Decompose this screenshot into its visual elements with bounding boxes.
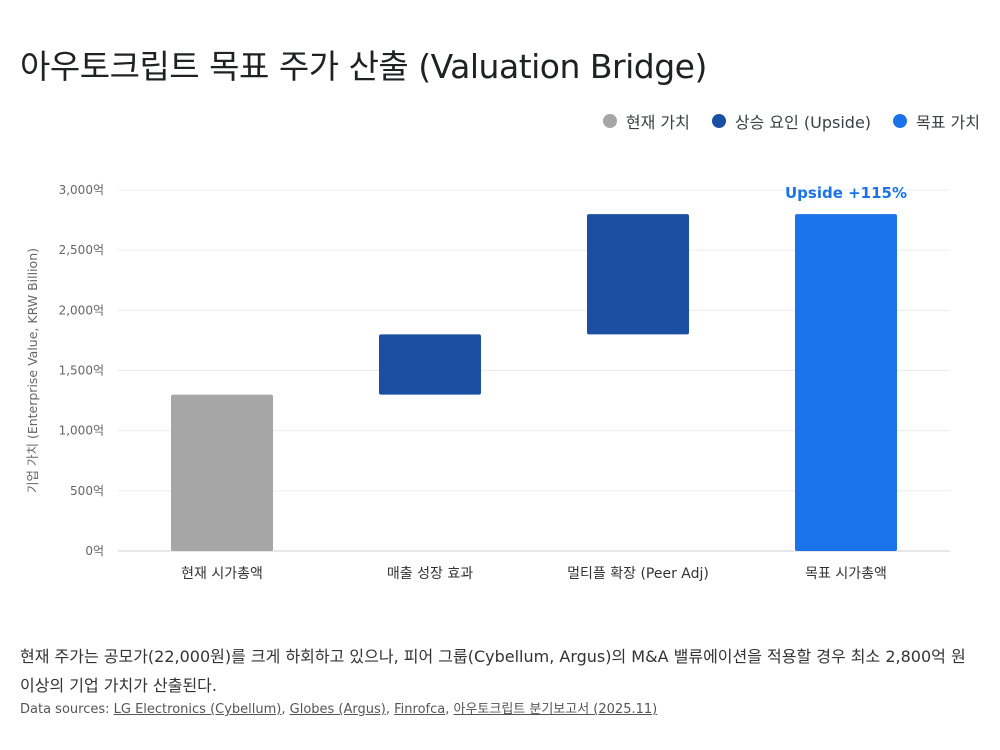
legend-label-upside: 상승 요인 (Upside) (734, 113, 872, 132)
y-tick-label: 3,000억 (59, 183, 104, 197)
y-tick-label: 0억 (85, 544, 104, 558)
bar-upside (379, 334, 481, 395)
legend-item-upside: 상승 요인 (Upside) (711, 109, 872, 133)
bar-target (795, 214, 897, 552)
y-tick-label: 1,500억 (59, 364, 104, 378)
legend-label-current: 현재 가치 (625, 113, 690, 132)
source-link-lg[interactable]: LG Electronics (Cybellum) (113, 702, 282, 717)
x-tick-label: 멀티플 확장 (Peer Adj) (567, 566, 709, 582)
x-tick-label: 매출 성장 효과 (387, 566, 473, 582)
legend-item-target: 목표 가치 (893, 109, 980, 133)
sources-prefix: Data sources: (20, 702, 114, 717)
chart-title: 아우토크립트 목표 주가 산출 (Valuation Bridge) (20, 47, 707, 87)
y-axis-title: 기업 가치 (Enterprise Value, KRW Billion) (25, 248, 40, 493)
legend-swatch-target (893, 114, 908, 128)
source-link-globes[interactable]: Globes (Argus) (289, 702, 386, 717)
y-tick-label: 500억 (70, 484, 104, 498)
data-sources: Data sources: LG Electronics (Cybellum),… (20, 698, 657, 717)
source-link-finrofca[interactable]: Finrofca (394, 702, 446, 717)
legend-swatch-current (602, 114, 617, 128)
sources-separator: , (385, 702, 395, 717)
legend-item-current: 현재 가치 (602, 109, 690, 133)
sources-separator: , (281, 702, 290, 717)
y-tick-label: 2,000억 (59, 303, 104, 317)
x-tick-label: 목표 시가총액 (805, 566, 887, 582)
x-tick-label: 현재 시가총액 (181, 566, 263, 582)
bar-current (171, 394, 273, 551)
chart-legend: 현재 가치 상승 요인 (Upside) 목표 가치 (602, 109, 980, 133)
bar-upside (587, 214, 689, 335)
legend-label-target: 목표 가치 (916, 113, 980, 132)
chart-description: 현재 주가는 공모가(22,000원)를 크게 하회하고 있으나, 피어 그룹(… (20, 647, 966, 695)
upside-annotation: Upside +115% (785, 184, 907, 202)
source-link-report[interactable]: 아우토크립트 분기보고서 (2025.11) (453, 702, 658, 717)
sources-separator: , (445, 702, 454, 717)
y-tick-label: 2,500억 (59, 243, 104, 257)
y-tick-label: 1,000억 (59, 424, 104, 438)
legend-swatch-upside (711, 114, 726, 128)
